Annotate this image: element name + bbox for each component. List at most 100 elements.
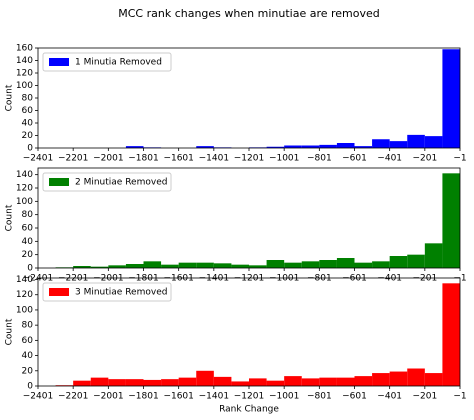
y-tick-label: 40 [22, 237, 34, 247]
bar [161, 264, 179, 268]
bar [266, 146, 285, 148]
x-tick-label: −1801 [128, 392, 158, 402]
x-axis-label: Rank Change [219, 405, 279, 415]
x-tick-label: −2001 [93, 392, 123, 402]
bar [284, 376, 302, 386]
x-tick-label: −601 [342, 392, 367, 402]
bar [284, 145, 302, 148]
bar [266, 260, 285, 268]
legend-swatch [49, 58, 69, 66]
legend-label: 3 Minutiae Removed [75, 288, 167, 298]
y-tick-label: 80 [22, 94, 34, 104]
bar [301, 261, 320, 268]
legend-label: 1 Minutia Removed [75, 58, 162, 68]
y-tick-label: 60 [22, 336, 34, 346]
bar [319, 144, 337, 148]
x-tick-label: −1201 [234, 154, 264, 164]
y-axis-label: Count [5, 204, 15, 231]
bar [231, 264, 249, 268]
x-tick-label: −1401 [199, 274, 229, 284]
x-tick-label: −1801 [128, 274, 158, 284]
legend-box [42, 52, 172, 72]
y-tick-label: 20 [22, 250, 34, 260]
x-tick-label: −801 [307, 154, 332, 164]
x-tick-label: −2401 [23, 154, 53, 164]
y-tick-label: 40 [22, 119, 34, 129]
bar [319, 260, 337, 268]
x-tick-label: −1601 [163, 154, 193, 164]
bar [442, 283, 460, 386]
y-tick-label: 100 [16, 81, 33, 91]
bar [196, 146, 214, 148]
bar [266, 380, 285, 386]
x-tick-label: −2001 [93, 154, 123, 164]
y-tick-label: 140 [16, 56, 33, 66]
bar [178, 262, 197, 268]
legend-label: 2 Minutiae Removed [75, 178, 167, 188]
x-tick-label: −1201 [234, 392, 264, 402]
y-tick-label: 40 [22, 351, 34, 361]
x-tick-label: −201 [412, 154, 437, 164]
y-tick-label: 120 [16, 69, 33, 79]
legend-swatch [49, 288, 69, 296]
bar [301, 378, 320, 386]
bar [354, 376, 373, 386]
bar [90, 377, 109, 386]
bar [213, 263, 232, 268]
x-tick-label: −2201 [58, 392, 88, 402]
bar [424, 243, 443, 268]
legend-box [42, 172, 172, 192]
legend-swatch [49, 178, 69, 186]
x-tick-label: −1401 [199, 392, 229, 402]
bar [354, 262, 373, 268]
bar [249, 265, 267, 268]
x-tick-label: −601 [342, 154, 367, 164]
bar [249, 378, 267, 386]
y-tick-label: 60 [22, 106, 34, 116]
bar [231, 381, 249, 386]
bar [143, 379, 162, 386]
bar [372, 373, 390, 386]
bar [301, 145, 320, 148]
bar [389, 141, 408, 148]
y-tick-label: 20 [22, 131, 34, 141]
bar [407, 134, 425, 148]
x-tick-label: −801 [307, 392, 332, 402]
x-tick-label: −2201 [58, 274, 88, 284]
x-tick-label: −1 [453, 154, 466, 164]
bar [125, 379, 144, 386]
bar [424, 373, 443, 386]
bar [336, 258, 355, 268]
y-tick-label: 160 [16, 44, 33, 54]
y-tick-label: 80 [22, 321, 34, 331]
x-tick-label: −601 [342, 274, 367, 284]
bar [108, 379, 126, 386]
x-tick-label: −1201 [234, 274, 264, 284]
bar [196, 370, 214, 386]
x-tick-label: −1601 [163, 392, 193, 402]
x-tick-label: −1801 [128, 154, 158, 164]
bar [90, 266, 109, 268]
bar [407, 254, 425, 268]
y-tick-label: 140 [16, 275, 33, 285]
y-tick-label: 120 [16, 290, 33, 300]
x-tick-label: −2401 [23, 392, 53, 402]
bar [424, 136, 443, 148]
bar [73, 266, 91, 268]
bar [354, 146, 373, 148]
x-tick-label: −1 [453, 392, 466, 402]
x-tick-label: −1401 [199, 154, 229, 164]
y-axis-label: Count [5, 318, 15, 345]
bar [125, 264, 144, 268]
legend-box [42, 282, 172, 302]
y-tick-label: 120 [16, 184, 33, 194]
bar [143, 261, 162, 268]
bar [336, 143, 355, 148]
x-tick-label: −801 [307, 274, 332, 284]
x-tick-label: −1001 [269, 392, 299, 402]
x-tick-label: −2201 [58, 154, 88, 164]
x-tick-label: −201 [412, 392, 437, 402]
bar [284, 262, 302, 268]
bar [178, 377, 197, 386]
